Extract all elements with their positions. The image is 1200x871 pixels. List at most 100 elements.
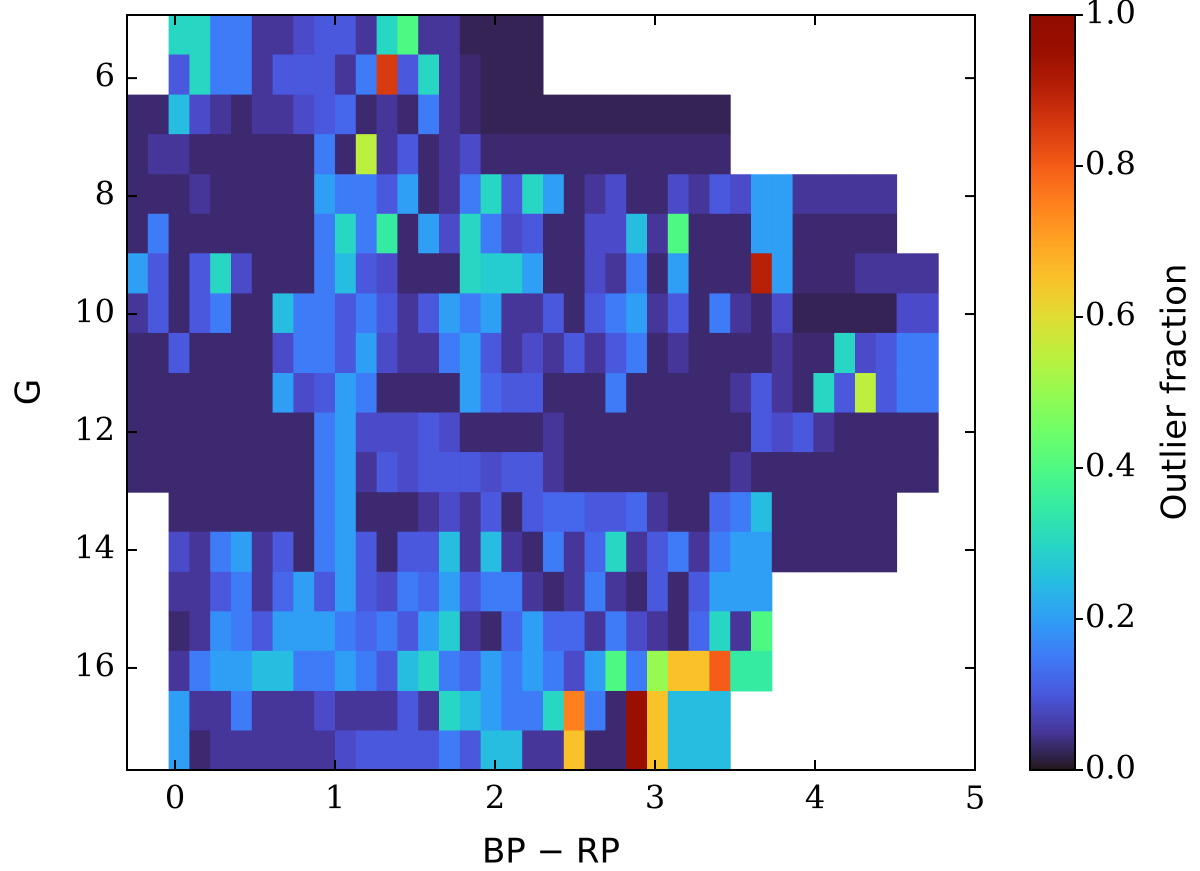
heatmap-cell: [355, 174, 378, 215]
heatmap-cell: [439, 650, 461, 692]
heatmap-cell: [730, 492, 752, 533]
heatmap-cell: [667, 571, 690, 612]
heatmap-cell: [605, 531, 627, 573]
heatmap-cell: [688, 492, 710, 533]
heatmap-cell: [626, 332, 648, 374]
heatmap-cell: [501, 213, 523, 254]
heatmap-cell: [709, 650, 731, 692]
heatmap-cell: [584, 730, 606, 771]
heatmap-cell: [605, 332, 627, 374]
heatmap-cell: [272, 650, 294, 692]
heatmap-cell: [147, 332, 170, 374]
heatmap-cell: [709, 571, 731, 612]
heatmap-cell: [293, 54, 315, 96]
heatmap-cell: [397, 134, 419, 175]
heatmap-cell: [834, 253, 856, 294]
heatmap-cell: [605, 611, 627, 652]
heatmap-cell: [355, 15, 378, 56]
heatmap-cell: [397, 690, 419, 731]
heatmap-cell: [168, 650, 190, 692]
heatmap-cell: [189, 15, 211, 56]
heatmap-cell: [688, 94, 710, 135]
heatmap-cell: [834, 412, 856, 453]
heatmap-cell: [584, 650, 606, 692]
heatmap-cell: [522, 213, 544, 254]
heatmap-cell: [127, 174, 149, 215]
heatmap-cell: [480, 332, 502, 374]
heatmap-cell: [314, 412, 336, 453]
heatmap-cell: [335, 452, 357, 493]
heatmap-cell: [231, 650, 253, 692]
heatmap-cell: [231, 452, 253, 493]
heatmap-cell: [293, 15, 315, 56]
heatmap-cell: [917, 373, 939, 414]
heatmap-cell: [189, 332, 211, 374]
heatmap-cell: [355, 213, 378, 254]
heatmap-cell: [917, 293, 939, 334]
heatmap-cell: [771, 452, 794, 493]
heatmap-cell: [335, 492, 357, 533]
heatmap-cell: [459, 54, 482, 96]
heatmap-cell: [147, 134, 170, 175]
heatmap-cell: [563, 373, 586, 414]
heatmap-cell: [855, 174, 877, 215]
heatmap-cell: [251, 730, 274, 771]
heatmap-cell: [210, 412, 232, 453]
heatmap-cell: [459, 571, 482, 612]
heatmap-cell: [855, 492, 877, 533]
heatmap-cell: [293, 571, 315, 612]
heatmap-cell: [709, 253, 731, 294]
heatmap-cell: [272, 611, 294, 652]
heatmap-cell: [626, 134, 648, 175]
heatmap-cell: [251, 650, 274, 692]
heatmap-cell: [210, 650, 232, 692]
heatmap-cell: [397, 213, 419, 254]
heatmap-cell: [875, 492, 898, 533]
heatmap-cell: [272, 213, 294, 254]
heatmap-cell: [584, 412, 606, 453]
heatmap-cell: [647, 134, 669, 175]
heatmap-cell: [543, 650, 565, 692]
x-tick-label: 1: [325, 779, 345, 817]
heatmap-cell: [730, 253, 752, 294]
heatmap-cell: [459, 293, 482, 334]
heatmap-cell: [875, 213, 898, 254]
heatmap-cell: [147, 452, 170, 493]
heatmap-cell: [667, 94, 690, 135]
heatmap-cell: [688, 174, 710, 215]
heatmap-cell: [127, 452, 149, 493]
heatmap-cell: [501, 730, 523, 771]
heatmap-cell: [355, 134, 378, 175]
heatmap-cell: [147, 174, 170, 215]
heatmap-cell: [168, 293, 190, 334]
heatmap-cell: [730, 293, 752, 334]
heatmap-cell: [875, 452, 898, 493]
heatmap-cell: [376, 213, 398, 254]
heatmap-cell: [439, 571, 461, 612]
heatmap-cell: [272, 134, 294, 175]
heatmap-cell: [418, 94, 440, 135]
heatmap-cell: [647, 650, 669, 692]
heatmap-cell: [480, 94, 502, 135]
heatmap-cell: [272, 412, 294, 453]
heatmap-cell: [376, 94, 398, 135]
heatmap-cell: [272, 253, 294, 294]
heatmap-cell: [272, 293, 294, 334]
heatmap-cell: [855, 531, 877, 573]
heatmap-cell: [563, 332, 586, 374]
heatmap-cell: [418, 213, 440, 254]
heatmap-cell: [418, 412, 440, 453]
heatmap-cell: [439, 373, 461, 414]
heatmap-cell: [543, 412, 565, 453]
heatmap-cell: [584, 134, 606, 175]
heatmap-cell: [543, 611, 565, 652]
heatmap-cell: [605, 213, 627, 254]
heatmap-cell: [751, 332, 773, 374]
heatmap-cell: [480, 134, 502, 175]
heatmap-cell: [251, 412, 274, 453]
heatmap-cell: [626, 452, 648, 493]
heatmap-cell: [626, 492, 648, 533]
heatmap-cell: [459, 531, 482, 573]
heatmap-cell: [667, 213, 690, 254]
heatmap-cell: [834, 174, 856, 215]
